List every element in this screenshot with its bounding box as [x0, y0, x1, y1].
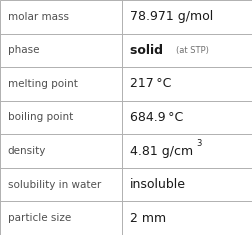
- Text: 3: 3: [197, 139, 202, 148]
- Text: 2 mm: 2 mm: [130, 212, 166, 225]
- Text: phase: phase: [8, 45, 39, 55]
- Text: density: density: [8, 146, 46, 156]
- Text: boiling point: boiling point: [8, 113, 73, 122]
- Text: melting point: melting point: [8, 79, 77, 89]
- Text: particle size: particle size: [8, 213, 71, 223]
- Text: insoluble: insoluble: [130, 178, 186, 191]
- Text: 78.971 g/mol: 78.971 g/mol: [130, 10, 213, 23]
- Text: 684.9 °C: 684.9 °C: [130, 111, 183, 124]
- Text: 217 °C: 217 °C: [130, 77, 171, 90]
- Text: solid: solid: [130, 44, 172, 57]
- Text: (at STP): (at STP): [176, 46, 209, 55]
- Text: solubility in water: solubility in water: [8, 180, 101, 190]
- Text: molar mass: molar mass: [8, 12, 69, 22]
- Text: 4.81 g/cm: 4.81 g/cm: [130, 145, 193, 158]
